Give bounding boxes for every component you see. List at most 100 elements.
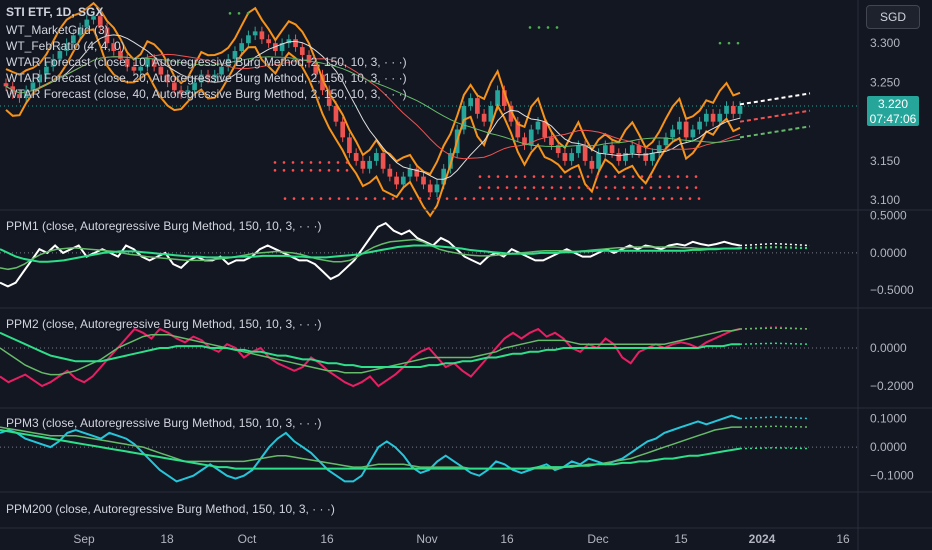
marker-dot — [418, 197, 422, 200]
candle — [609, 145, 615, 154]
marker-dot — [586, 186, 590, 189]
trend-ma-line — [5, 56, 741, 147]
candle — [670, 129, 675, 138]
candle — [576, 145, 581, 154]
candle — [360, 160, 366, 169]
ppm1-legend[interactable]: PPM1 (close, Autoregressive Burg Method,… — [6, 219, 322, 233]
marker-dot — [327, 161, 331, 164]
marker-dot — [345, 161, 349, 164]
candle — [293, 39, 298, 48]
marker-dot — [273, 161, 277, 164]
marker-dot — [685, 175, 689, 178]
candle — [629, 145, 635, 154]
time-axis[interactable]: Sep 18 Oct 16 Nov 16 Dec 15 2024 16 — [73, 532, 850, 546]
marker-dot — [676, 186, 680, 189]
marker-dot — [514, 175, 518, 178]
marker-dot — [345, 169, 349, 172]
candle — [461, 105, 467, 130]
currency-button[interactable]: SGD — [866, 5, 920, 29]
oscillator-tick-label: 0.0000 — [870, 246, 907, 260]
marker-dot — [559, 186, 563, 189]
oscillator-tick-label: −0.1000 — [870, 469, 914, 483]
marker-dot — [676, 175, 680, 178]
candle — [508, 105, 514, 122]
marker-dot — [336, 161, 340, 164]
ppm3-pane[interactable] — [0, 414, 858, 483]
price-tick-label: 3.150 — [870, 154, 900, 168]
marker-dot — [571, 197, 575, 200]
marker-dot — [604, 175, 608, 178]
ppm200-legend[interactable]: PPM200 (close, Autoregressive Burg Metho… — [6, 502, 335, 516]
marker-dot — [364, 197, 368, 200]
marker-dot — [436, 197, 440, 200]
time-tick-label: Nov — [416, 532, 437, 546]
candle — [703, 113, 709, 122]
candle — [84, 19, 90, 28]
oscillator-forecast — [739, 425, 811, 428]
candle — [145, 58, 150, 67]
marker-dot — [535, 197, 539, 200]
marker-dot — [487, 175, 491, 178]
marker-dot — [649, 175, 653, 178]
candle — [91, 15, 96, 20]
candle — [528, 129, 534, 146]
legend-marketgrid[interactable]: WT_MarketGrid (3) — [6, 23, 109, 37]
legend-wtar-20[interactable]: WTAR Forecast (close, 20, Autoregressive… — [6, 71, 407, 85]
marker-dot — [595, 175, 599, 178]
candle — [259, 31, 265, 40]
legend-wtar-40[interactable]: WTAR Forecast (close, 40, Autoregressive… — [6, 87, 407, 101]
marker-dot — [499, 197, 503, 200]
marker-dot — [291, 169, 295, 172]
candle — [475, 98, 480, 114]
marker-dot — [604, 186, 608, 189]
marker-dot — [568, 186, 572, 189]
candle — [427, 184, 433, 193]
candle — [730, 105, 736, 114]
candle — [30, 82, 36, 91]
price-pane[interactable] — [0, 1, 858, 218]
candle — [434, 184, 440, 193]
marker-dot — [553, 197, 557, 200]
oscillator-forecast — [739, 342, 811, 345]
candle — [717, 113, 723, 122]
price-axis[interactable]: 3.3003.2503.2003.1503.1000.50000.0000−0.… — [870, 36, 914, 483]
ppm2-pane[interactable] — [0, 326, 858, 388]
candle — [353, 153, 359, 161]
marker-dot — [697, 197, 701, 200]
marker-dot — [517, 197, 521, 200]
candle — [111, 43, 117, 52]
marker-dot — [336, 169, 340, 172]
candle — [151, 58, 157, 67]
marker-dot — [508, 197, 512, 200]
candle — [71, 35, 76, 44]
legend-wtar-10[interactable]: WTAR Forecast (close, 10, Autoregressive… — [6, 55, 407, 69]
oscillator-forecast — [739, 416, 811, 420]
marker-dot — [514, 186, 518, 189]
marker-dot — [472, 197, 476, 200]
candle — [468, 98, 473, 106]
marker-dot — [328, 197, 332, 200]
candle — [562, 153, 568, 161]
marker-dot — [301, 197, 305, 200]
candle — [623, 153, 628, 161]
oscillator-tick-label: 0.0000 — [870, 341, 907, 355]
oscillator-forecast — [739, 447, 811, 450]
candle — [380, 153, 386, 169]
ppm3-legend[interactable]: PPM3 (close, Autoregressive Burg Method,… — [6, 416, 322, 430]
marker-dot — [718, 41, 722, 45]
candle — [158, 66, 164, 75]
ppm2-legend[interactable]: PPM2 (close, Autoregressive Burg Method,… — [6, 317, 322, 331]
fast-ma-line — [5, 34, 741, 180]
candle — [683, 121, 689, 138]
marker-dot — [562, 197, 566, 200]
forecast-line — [739, 92, 811, 106]
marker-dot — [490, 197, 494, 200]
candle — [252, 31, 258, 36]
time-tick-label: 16 — [500, 532, 514, 546]
ppm1-pane[interactable] — [0, 222, 858, 288]
legend-febratio[interactable]: WT_FebRatio (4, 4, 0) — [6, 39, 125, 53]
candle — [515, 121, 521, 138]
candle — [555, 145, 561, 154]
